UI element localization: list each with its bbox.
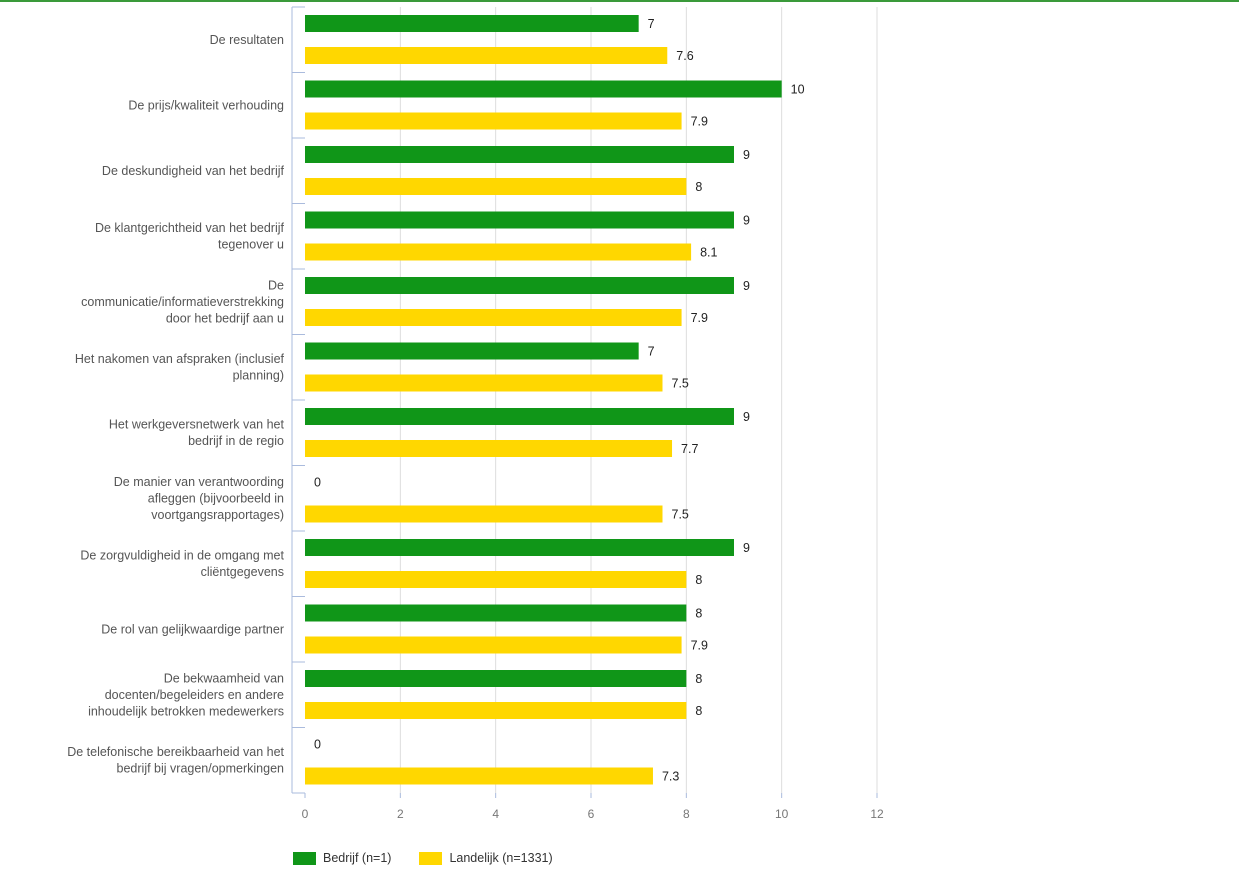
- x-tick-label: 0: [302, 807, 309, 821]
- legend-swatch-bedrijf: [293, 851, 316, 865]
- data-label: 7.6: [676, 49, 693, 63]
- bar-bedrijf: [305, 277, 734, 294]
- bar-bedrijf: [305, 146, 734, 163]
- bar-bedrijf: [305, 342, 639, 360]
- category-label: Het nakomen van afspraken (inclusief plan…: [75, 352, 285, 383]
- data-label: 9: [743, 214, 750, 228]
- category-label: De resultaten: [210, 33, 284, 47]
- data-label: 8: [695, 672, 702, 686]
- category-label: De prijs/kwaliteit verhouding: [128, 98, 284, 112]
- data-label: 9: [743, 279, 750, 293]
- top-border: [0, 0, 1239, 2]
- category-label: Het werkgeversnetwerk van het bedrijf in …: [109, 418, 285, 449]
- data-label: 10: [791, 83, 805, 97]
- bar-landelijk: [305, 636, 682, 654]
- bar-landelijk: [305, 309, 682, 326]
- legend-item-landelijk[interactable]: Landelijk (n=1331): [419, 851, 553, 865]
- bar-bedrijf: [305, 15, 639, 32]
- bar-bedrijf: [305, 539, 734, 556]
- legend-label-landelijk: Landelijk (n=1331): [449, 851, 553, 865]
- x-tick-label: 12: [870, 807, 884, 821]
- category-label: De zorgvuldigheid in de omgang met cliënt…: [80, 549, 284, 580]
- category-label: De rol van gelijkwaardige partner: [101, 622, 284, 636]
- bar-bedrijf: [305, 604, 687, 622]
- bar-landelijk: [305, 178, 687, 195]
- bar-landelijk: [305, 112, 682, 130]
- bar-landelijk: [305, 243, 692, 261]
- data-label: 8.1: [700, 246, 717, 260]
- bar-landelijk: [305, 702, 687, 719]
- x-tick-label: 8: [683, 807, 690, 821]
- data-label: 7.3: [662, 770, 679, 784]
- bar-landelijk: [305, 767, 653, 785]
- bar-landelijk: [305, 374, 663, 392]
- data-label: 7.5: [672, 377, 689, 391]
- data-label: 7.9: [691, 115, 708, 129]
- data-label: 8: [695, 180, 702, 194]
- data-label: 7.9: [691, 639, 708, 653]
- data-label: 7.7: [681, 442, 698, 456]
- data-label: 9: [743, 541, 750, 555]
- x-tick-label: 10: [775, 807, 789, 821]
- bar-bedrijf: [305, 670, 687, 687]
- category-label: De communicatie/informatieverstrekking doo…: [81, 278, 284, 325]
- bar-bedrijf: [305, 408, 734, 425]
- category-label: De deskundigheid van het bedrijf: [102, 164, 285, 178]
- data-label: 7.5: [672, 508, 689, 522]
- bar-bedrijf: [305, 211, 734, 229]
- data-label: 9: [743, 148, 750, 162]
- legend-item-bedrijf[interactable]: Bedrijf (n=1): [293, 851, 391, 865]
- bar-bedrijf: [305, 80, 782, 98]
- data-label: 9: [743, 410, 750, 424]
- category-label: De manier van verantwoording afleggen (bi…: [114, 475, 284, 522]
- legend-swatch-landelijk: [419, 851, 443, 865]
- legend: Bedrijf (n=1) Landelijk (n=1331): [293, 851, 581, 865]
- data-label: 7: [648, 345, 655, 359]
- data-label: 0: [314, 738, 321, 752]
- data-label: 8: [695, 704, 702, 718]
- bar-landelijk: [305, 505, 663, 523]
- x-tick-label: 6: [588, 807, 595, 821]
- category-label: De klantgerichtheid van het bedrijf tegen…: [95, 221, 285, 252]
- category-label: De telefonische bereikbaarheid van het be…: [67, 745, 284, 776]
- bar-landelijk: [305, 571, 687, 588]
- data-label: 7: [648, 17, 655, 31]
- bar-landelijk: [305, 47, 668, 64]
- bar-landelijk: [305, 440, 673, 457]
- legend-label-bedrijf: Bedrijf (n=1): [323, 851, 392, 865]
- bar-chart: 0 2 4 6 8 10 12 De resultaten De prijs/kwaliteit…: [67, 6, 884, 821]
- data-label: 8: [695, 607, 702, 621]
- x-tick-label: 2: [397, 807, 404, 821]
- data-label: 8: [695, 573, 702, 587]
- x-tick-label: 4: [492, 807, 499, 821]
- category-label: De bekwaamheid van docenten/begeleiders e…: [88, 671, 284, 718]
- data-label: 7.9: [691, 311, 708, 325]
- data-label: 0: [314, 476, 321, 490]
